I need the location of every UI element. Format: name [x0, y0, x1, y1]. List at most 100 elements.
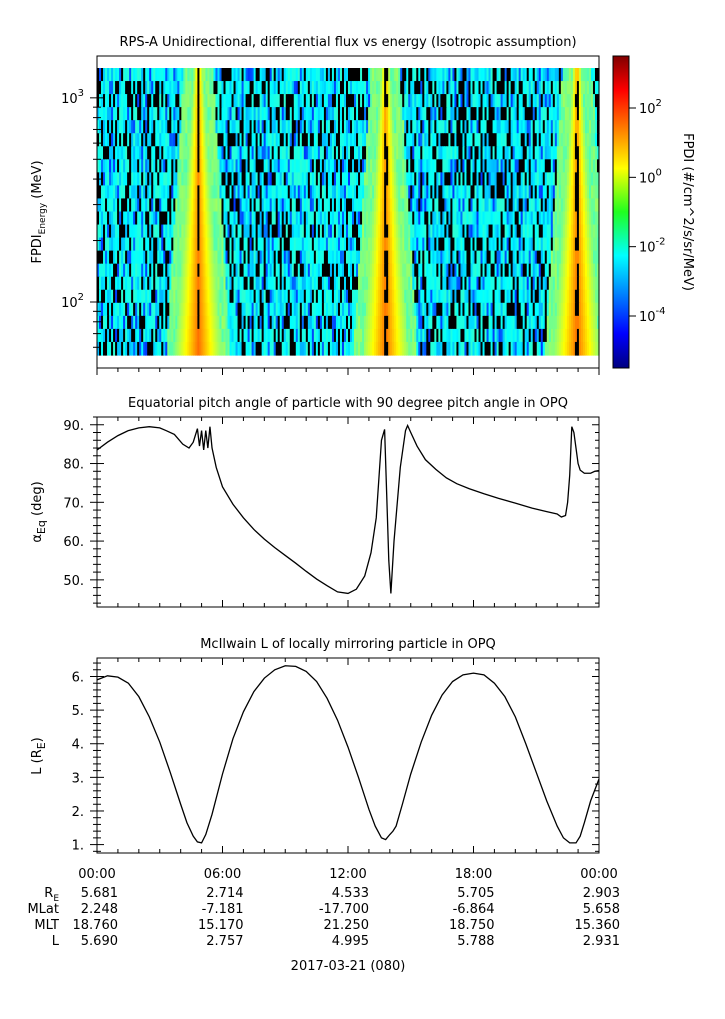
- heatmap-cell: [291, 302, 295, 317]
- heatmap-cell: [538, 81, 542, 95]
- heatmap-cell: [183, 107, 186, 121]
- heatmap-cell: [354, 172, 357, 187]
- heatmap-cell: [297, 302, 301, 317]
- heatmap-cell: [329, 263, 333, 278]
- heatmap-cell: [301, 224, 305, 239]
- heatmap-cell: [484, 68, 488, 82]
- heatmap-cell: [99, 263, 102, 278]
- heatmap-cell: [492, 120, 496, 134]
- heatmap-cell: [171, 263, 174, 278]
- heatmap-cell: [590, 289, 594, 304]
- heatmap-cell: [335, 315, 339, 330]
- heatmap-cell: [199, 276, 203, 291]
- heatmap-cell: [281, 237, 285, 252]
- heatmap-cell: [440, 237, 443, 252]
- heatmap-cell: [486, 107, 490, 121]
- heatmap-cell: [440, 315, 443, 330]
- heatmap-cell: [177, 81, 180, 95]
- heatmap-cell: [530, 81, 534, 95]
- heatmap-cell: [189, 250, 192, 265]
- heatmap-cell: [486, 198, 490, 213]
- heatmap-cell: [317, 302, 321, 317]
- heatmap-cell: [223, 120, 227, 134]
- heatmap-cell: [572, 159, 576, 173]
- heatmap-cell: [358, 68, 361, 82]
- heatmap-cell: [554, 185, 558, 200]
- heatmap-cell: [279, 276, 283, 291]
- heatmap-cell: [235, 107, 239, 121]
- heatmap-cell: [263, 224, 267, 239]
- heatmap-cell: [227, 159, 231, 173]
- heatmap-cell: [341, 120, 345, 134]
- heatmap-cell: [374, 211, 377, 226]
- heatmap-cell: [452, 159, 456, 173]
- heatmap-cell: [295, 302, 299, 317]
- heatmap-cell: [149, 276, 152, 291]
- heatmap-cell: [390, 107, 393, 121]
- heatmap-cell: [277, 276, 281, 291]
- heatmap-cell: [249, 198, 253, 213]
- heatmap-cell: [215, 263, 219, 278]
- heatmap-cell: [402, 172, 405, 187]
- heatmap-cell: [271, 315, 275, 330]
- heatmap-cell: [131, 263, 134, 278]
- heatmap-cell: [582, 263, 586, 278]
- heatmap-cell: [520, 68, 524, 82]
- heatmap-cell: [480, 120, 484, 134]
- heatmap-cell: [141, 315, 144, 330]
- heatmap-cell: [171, 237, 174, 252]
- heatmap-cell: [209, 315, 213, 330]
- heatmap-cell: [165, 107, 168, 121]
- heatmap-cell: [293, 276, 297, 291]
- heatmap-cell: [257, 81, 261, 95]
- heatmap-cell: [191, 224, 194, 239]
- heatmap-cell: [345, 146, 349, 160]
- heatmap-cell: [460, 172, 464, 187]
- heatmap-cell: [237, 120, 241, 134]
- heatmap-cell: [478, 276, 482, 291]
- heatmap-cell: [506, 198, 510, 213]
- heatmap-cell: [392, 172, 395, 187]
- heatmap-cell: [129, 94, 132, 108]
- heatmap-cell: [275, 185, 279, 200]
- heatmap-cell: [297, 289, 301, 304]
- heatmap-cell: [596, 159, 600, 173]
- heatmap-cell: [139, 94, 142, 108]
- heatmap-cell: [271, 185, 275, 200]
- heatmap-cell: [231, 159, 235, 173]
- heatmap-cell: [408, 315, 411, 330]
- heatmap-cell: [520, 263, 524, 278]
- heatmap-cell: [169, 276, 172, 291]
- heatmap-cell: [267, 224, 271, 239]
- heatmap-cell: [221, 237, 225, 252]
- heatmap-cell: [380, 94, 383, 108]
- heatmap-cell: [311, 68, 315, 82]
- heatmap-cell: [354, 198, 357, 213]
- heatmap-cell: [506, 107, 510, 121]
- heatmap-cell: [400, 302, 403, 317]
- heatmap-cell: [145, 315, 148, 330]
- heatmap-cell: [237, 159, 241, 173]
- heatmap-cell: [343, 198, 347, 213]
- heatmap-cell: [404, 250, 407, 265]
- heatmap-cell: [237, 237, 241, 252]
- heatmap-cell: [167, 185, 170, 200]
- heatmap-cell: [366, 185, 369, 200]
- heatmap-cell: [223, 302, 227, 317]
- heatmap-cell: [193, 172, 196, 187]
- heatmap-cell: [456, 133, 460, 147]
- heatmap-cell: [472, 211, 476, 226]
- heatmap-cell: [325, 120, 329, 134]
- heatmap-cell: [422, 107, 425, 121]
- heatmap-cell: [267, 120, 271, 134]
- heatmap-cell: [185, 315, 188, 330]
- heatmap-cell: [339, 133, 343, 147]
- heatmap-cell: [528, 224, 532, 239]
- heatmap-cell: [147, 185, 150, 200]
- heatmap-cell: [380, 289, 383, 304]
- heatmap-cell: [548, 315, 552, 330]
- heatmap-cell: [482, 237, 486, 252]
- heatmap-cell: [215, 276, 219, 291]
- heatmap-cell: [191, 120, 194, 134]
- heatmap-cell: [119, 94, 122, 108]
